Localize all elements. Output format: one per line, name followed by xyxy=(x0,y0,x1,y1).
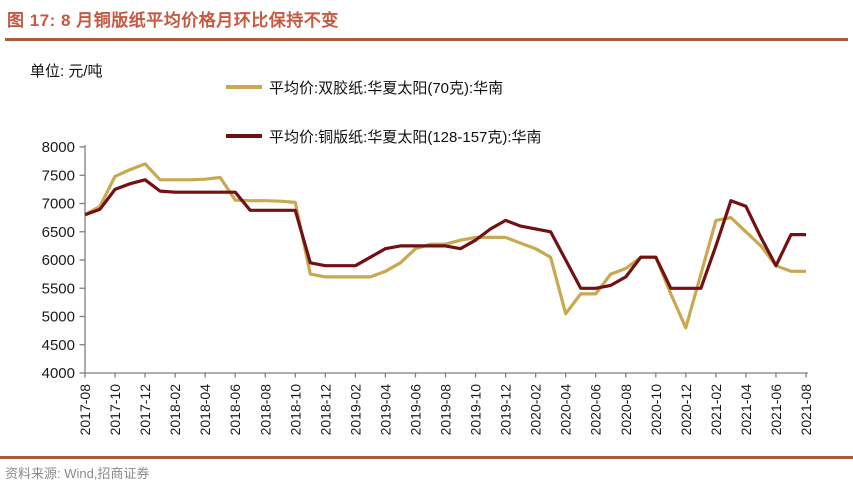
legend-label: 平均价:双胶纸:华夏太阳(70克):华南 xyxy=(269,79,504,97)
title-divider xyxy=(5,38,848,41)
price-chart: 4000 4500 5000 5500 6000 6500 7000 7500 8000 2017… xyxy=(42,139,814,436)
svg-text:4000: 4000 xyxy=(42,365,75,382)
page-title: 图 17: 8 月铜版纸平均价格月环比保持不变 xyxy=(7,11,339,30)
svg-text:4500: 4500 xyxy=(42,337,75,354)
svg-text:2020-06: 2020-06 xyxy=(588,384,604,436)
svg-text:2019-10: 2019-10 xyxy=(468,384,484,436)
legend-swatch xyxy=(226,85,262,89)
svg-text:2018-02: 2018-02 xyxy=(167,384,183,436)
svg-text:2021-04: 2021-04 xyxy=(738,384,754,436)
svg-text:2018-12: 2018-12 xyxy=(317,384,333,436)
svg-text:6000: 6000 xyxy=(42,252,75,269)
series-line-1 xyxy=(84,178,806,290)
svg-text:2020-02: 2020-02 xyxy=(528,384,544,436)
svg-text:5500: 5500 xyxy=(42,280,75,297)
svg-text:2017-12: 2017-12 xyxy=(137,384,153,436)
svg-text:6500: 6500 xyxy=(42,224,75,241)
svg-text:2019-08: 2019-08 xyxy=(438,384,454,436)
footer-divider xyxy=(0,456,853,459)
legend-swatch xyxy=(226,134,262,138)
svg-text:2019-12: 2019-12 xyxy=(498,384,514,436)
source-note: 资料来源: Wind,招商证券 xyxy=(5,466,150,481)
svg-text:8000: 8000 xyxy=(42,140,75,156)
svg-text:2021-02: 2021-02 xyxy=(708,384,724,436)
legend-item: 平均价:双胶纸:华夏太阳(70克):华南 xyxy=(226,78,542,97)
svg-text:2017-10: 2017-10 xyxy=(107,384,123,436)
chart-legend: 平均价:双胶纸:华夏太阳(70克):华南 平均价:铜版纸:华夏太阳(128-15… xyxy=(226,78,542,176)
svg-text:2018-04: 2018-04 xyxy=(197,384,213,436)
legend-label: 平均价:铜版纸:华夏太阳(128-157克):华南 xyxy=(269,128,542,146)
svg-text:2019-02: 2019-02 xyxy=(347,384,363,436)
svg-text:2019-04: 2019-04 xyxy=(377,384,393,436)
svg-text:2019-06: 2019-06 xyxy=(407,384,423,436)
y-axis: 4000 4500 5000 5500 6000 6500 7000 7500 8000 xyxy=(42,139,86,382)
svg-text:2017-08: 2017-08 xyxy=(77,384,93,436)
x-axis: 2017-08 2017-10 2017-12 2018-02 2018-04 2018-… xyxy=(77,372,814,436)
svg-text:5000: 5000 xyxy=(42,309,75,326)
legend-item: 平均价:铜版纸:华夏太阳(128-157克):华南 xyxy=(226,127,542,146)
svg-text:2020-04: 2020-04 xyxy=(558,384,574,436)
svg-text:7000: 7000 xyxy=(42,196,75,213)
svg-text:2020-12: 2020-12 xyxy=(678,384,694,436)
chart-area: 4000 4500 5000 5500 6000 6500 7000 7500 8000 2017… xyxy=(0,139,853,460)
series-line-0 xyxy=(84,162,806,330)
svg-text:2020-08: 2020-08 xyxy=(618,384,634,436)
svg-text:2018-06: 2018-06 xyxy=(227,384,243,436)
svg-text:2021-08: 2021-08 xyxy=(798,384,814,436)
svg-text:2018-08: 2018-08 xyxy=(257,384,273,436)
svg-text:2021-06: 2021-06 xyxy=(768,384,784,436)
svg-text:2020-10: 2020-10 xyxy=(648,384,664,436)
svg-text:2018-10: 2018-10 xyxy=(287,384,303,436)
unit-label: 单位: 元/吨 xyxy=(30,63,103,80)
svg-text:7500: 7500 xyxy=(42,167,75,184)
